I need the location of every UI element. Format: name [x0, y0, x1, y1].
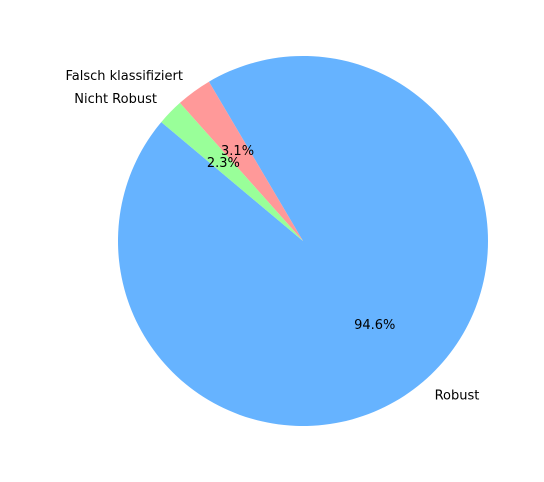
pie-label-2: Nicht Robust: [74, 92, 157, 107]
pie-percent-label-2: 2.3%: [207, 156, 240, 171]
pie-label-0: Robust: [435, 389, 480, 404]
pie-labels: Robust 94.6% Falsch klassifiziert 3.1% Nicht…: [65, 69, 479, 404]
pie-percent-label-0: 94.6%: [354, 318, 395, 333]
pie-percent-label-1: 3.1%: [221, 144, 254, 159]
pie-slices: [118, 55, 489, 426]
pie-slice-2: [161, 102, 303, 241]
pie-slice-0: [118, 55, 489, 426]
pie-label-1: Falsch klassifiziert: [65, 69, 182, 84]
pie-slice-1: [179, 81, 303, 241]
